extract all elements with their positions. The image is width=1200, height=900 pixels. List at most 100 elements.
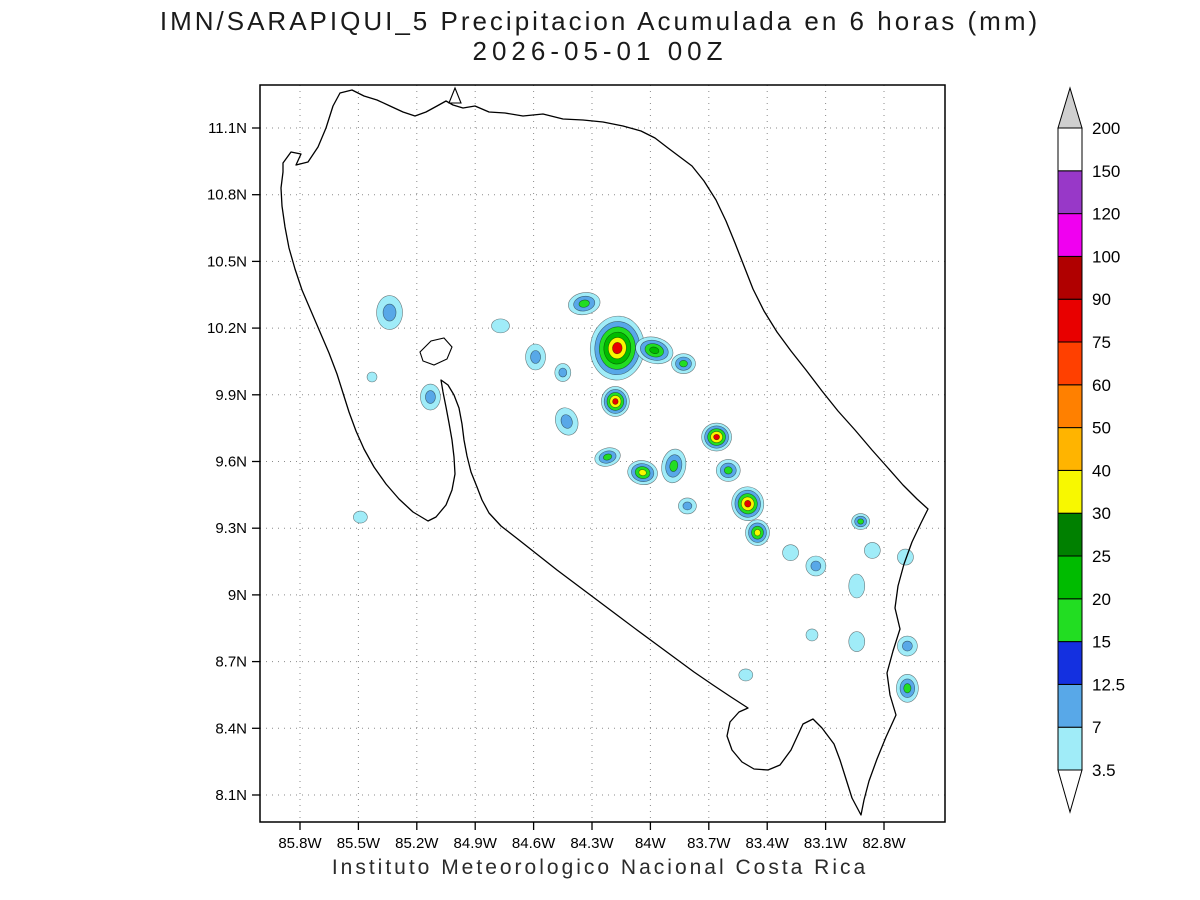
precip-cell: [897, 548, 914, 566]
precip-cell: [897, 635, 918, 657]
precip-cell: [896, 673, 919, 703]
colorbar-segment: [1057, 726, 1083, 771]
colorbar-label: 25: [1092, 547, 1111, 566]
cell-ring: [612, 342, 623, 355]
lon-tick-label: 83.4W: [746, 835, 790, 852]
gulf-island: [419, 337, 453, 366]
lat-tick-label: 9.3N: [215, 520, 247, 537]
lat-tick-label: 9.6N: [215, 453, 247, 470]
cell-ring: [603, 453, 613, 461]
precip-cell: [594, 447, 621, 467]
cell-ring: [638, 469, 647, 476]
colorbar-segment: [1057, 683, 1083, 728]
lon-tick-label: 84W: [635, 835, 667, 852]
precip-cell: [366, 371, 378, 383]
precip-cell: [353, 510, 368, 524]
precip-cell: [745, 519, 770, 546]
coastline: [280, 89, 929, 816]
plot-border: [259, 84, 946, 823]
precip-cell: [848, 573, 866, 599]
cell-ring: [848, 573, 866, 599]
cell-ring: [560, 414, 573, 429]
lat-tick-label: 9N: [228, 587, 247, 604]
cell-ring: [612, 398, 619, 405]
cell-ring: [738, 668, 754, 682]
cell-ring: [857, 518, 864, 525]
cell-ring: [669, 460, 679, 472]
precip-cell: [671, 353, 696, 374]
precip-cell: [420, 383, 441, 411]
cell-ring: [578, 299, 590, 308]
colorbar-label: 12.5: [1092, 675, 1125, 694]
precip-cell: [525, 343, 546, 371]
lon-tick-label: 84.6W: [512, 835, 556, 852]
colorbar-label: 50: [1092, 419, 1111, 438]
colorbar-segment: [1057, 127, 1083, 172]
colorbar-segment: [1057, 427, 1083, 471]
colorbar-arrow-top: [1057, 86, 1083, 129]
colorbar-label: 20: [1092, 590, 1111, 609]
precip-cell: [782, 544, 799, 561]
cell-ring: [713, 433, 720, 441]
colorbar-label: 3.5: [1092, 761, 1116, 780]
chart-subtitle: 2026-05-01 00Z: [472, 36, 728, 66]
cell-ring: [558, 367, 568, 378]
cell-ring: [805, 628, 819, 642]
colorbar-segment: [1057, 555, 1083, 600]
colorbar-label: 90: [1092, 290, 1111, 309]
lat-tick-label: 8.7N: [215, 654, 247, 671]
cell-ring: [382, 303, 397, 322]
cell-ring: [848, 631, 866, 652]
lon-tick-label: 84.3W: [570, 835, 614, 852]
colorbar-segment: [1057, 341, 1083, 386]
lat-tick-label: 9.9N: [215, 387, 247, 404]
cell-ring: [810, 560, 822, 572]
lat-tick-label: 8.4N: [215, 720, 247, 737]
precip-cell: [678, 497, 697, 515]
colorbar-segment: [1057, 641, 1083, 685]
lon-tick-label: 85.5W: [337, 835, 381, 852]
colorbar-segment: [1057, 384, 1083, 429]
colorbar-label: 40: [1092, 461, 1111, 480]
lon-tick-label: 83.1W: [804, 835, 848, 852]
lat-tick-label: 11.1N: [208, 120, 247, 137]
colorbar-segment: [1057, 213, 1083, 257]
border-notch: [448, 86, 462, 104]
cell-ring: [491, 318, 510, 334]
cell-ring: [682, 501, 693, 511]
lat-tick-label: 8.1N: [215, 787, 247, 804]
colorbar-label: 30: [1092, 504, 1111, 523]
cell-ring: [903, 683, 912, 694]
precip-cell: [661, 448, 687, 484]
colorbar-segment: [1057, 512, 1083, 557]
precip-cell: [635, 336, 674, 365]
precip-cell: [715, 459, 741, 482]
cell-ring: [723, 466, 733, 475]
precip-cell: [738, 668, 754, 682]
precip-cell: [568, 292, 601, 316]
precip-cell: [805, 628, 819, 642]
colorbar-label: 100: [1092, 247, 1120, 266]
precip-cell: [701, 422, 732, 452]
precip-cell: [555, 407, 579, 436]
colorbar-label: 7: [1092, 718, 1101, 737]
precip-cell: [491, 318, 510, 334]
precip-cell: [805, 555, 827, 577]
cell-ring: [902, 640, 913, 652]
precip-cell: [601, 386, 630, 417]
colorbar-label: 75: [1092, 333, 1111, 352]
colorbar-segment: [1057, 598, 1083, 643]
colorbar-segment: [1057, 469, 1083, 514]
cell-ring: [754, 529, 761, 537]
colorbar-label: 15: [1092, 633, 1111, 652]
cell-ring: [425, 390, 436, 404]
lon-tick-label: 84.9W: [454, 835, 498, 852]
cell-ring: [649, 346, 660, 355]
chart-title: IMN/SARAPIQUI_5 Precipitacion Acumulada …: [159, 6, 1041, 36]
cell-ring: [864, 542, 881, 559]
colorbar-label: 60: [1092, 376, 1111, 395]
precip-cell: [627, 460, 658, 486]
footer-credit: Instituto Meteorologico Nacional Costa R…: [331, 856, 869, 879]
